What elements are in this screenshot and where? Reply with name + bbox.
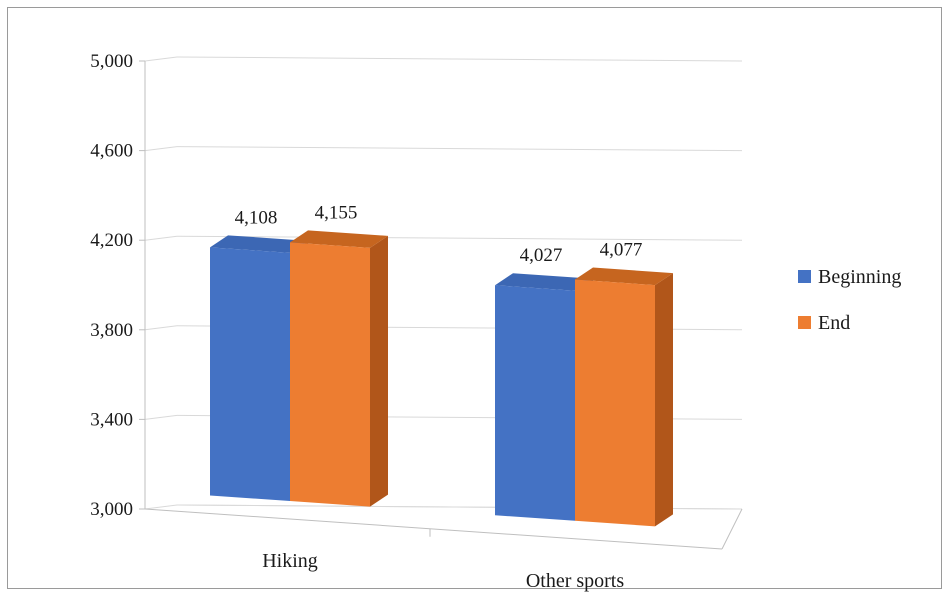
y-tick-label: 4,200 [90,230,133,251]
legend[interactable]: Beginning End [798,266,901,334]
data-label: 4,027 [520,245,563,266]
gridline-side [145,326,177,330]
y-tick-label: 5,000 [90,51,133,72]
bar-beginning-hiking[interactable] [210,247,290,501]
gridline-side [145,147,177,151]
legend-swatch-beginning[interactable] [798,270,811,283]
y-tick-label: 3,000 [90,499,133,520]
bar-beginning-other-sports[interactable] [495,285,575,521]
data-label: 4,108 [235,207,278,228]
legend-swatch-end[interactable] [798,316,811,329]
y-tick-label: 4,600 [90,141,133,162]
gridline-side [145,415,177,419]
gridline [177,147,742,151]
data-label: 4,155 [315,202,358,223]
bar-end-other-sports[interactable] [575,280,655,527]
bar-side-end [370,236,388,507]
y-tick-label: 3,400 [90,409,133,430]
gridline [177,57,742,61]
bar-end-hiking[interactable] [290,242,370,506]
bar-side-end [655,273,673,526]
y-tick-label: 3,800 [90,320,133,341]
x-tick-label: Other sports [526,570,625,592]
legend-label-end[interactable]: End [818,312,850,334]
gridline-side [145,236,177,240]
data-label: 4,077 [600,240,643,261]
gridline-side [145,505,177,509]
floor-edge [722,509,742,549]
legend-label-beginning[interactable]: Beginning [818,266,901,288]
bars [210,230,673,526]
x-tick-label: Hiking [262,550,318,572]
gridline-side [145,57,177,61]
